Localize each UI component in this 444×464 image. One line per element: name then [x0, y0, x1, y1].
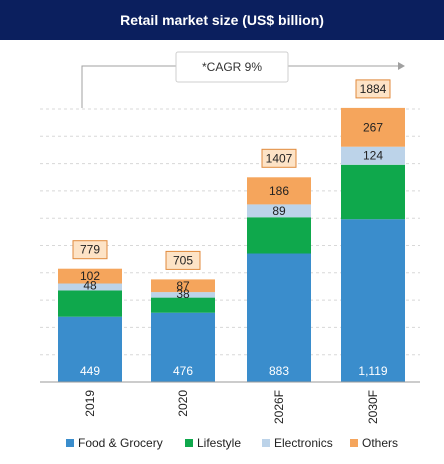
- bar-segment-electronics-2026f: [247, 204, 311, 218]
- data-label-electronics-2030f: 124: [363, 149, 383, 163]
- cagr-annotation: *CAGR 9%: [81, 51, 405, 108]
- legend-label-electronics: Electronics: [274, 436, 333, 450]
- data-label-electronics-2019: 48: [83, 279, 97, 293]
- data-label-others-2019: 102: [80, 269, 100, 283]
- chart-title: Retail market size (US$ billion): [0, 0, 444, 40]
- cagr-arrowhead: [398, 62, 405, 70]
- legend: Food & Grocery Lifestyle Electronics Others: [66, 436, 398, 450]
- data-label-food-grocery-2026f: 883: [269, 364, 289, 378]
- bar-segment-food-grocery-2020: [151, 312, 215, 382]
- data-label-electronics-2020: 38: [176, 287, 190, 301]
- bar-segment-electronics-2020: [151, 292, 215, 298]
- total-box-2019: [72, 240, 108, 260]
- x-tick-label-2020: 2020: [176, 390, 190, 417]
- bar-segment-lifestyle-2026f: [247, 217, 311, 254]
- data-label-electronics-2026f: 89: [272, 204, 286, 218]
- cagr-box: [175, 51, 289, 83]
- total-box-2026f: [261, 148, 297, 168]
- bar-segment-electronics-2019: [58, 283, 122, 291]
- total-label-2026f: 1407: [266, 151, 293, 165]
- legend-label-lifestyle: Lifestyle: [197, 436, 241, 450]
- bar-segment-lifestyle-2019: [58, 290, 122, 317]
- data-label-others-2020: 87: [176, 279, 190, 293]
- legend-label-others: Others: [362, 436, 398, 450]
- bar-segment-others-2020: [151, 279, 215, 293]
- total-label-2020: 705: [173, 253, 193, 267]
- legend-swatch-electronics: [262, 439, 270, 447]
- legend-swatch-food-grocery: [66, 439, 74, 447]
- legend-swatch-others: [350, 439, 358, 447]
- total-label-2019: 779: [80, 243, 100, 257]
- bar-segment-food-grocery-2030f: [341, 219, 405, 382]
- data-label-food-grocery-2030f: 1,119: [358, 364, 387, 378]
- bar-segment-electronics-2030f: [341, 146, 405, 165]
- total-box-2020: [165, 250, 201, 270]
- x-axis: 2019 2020 2026F 2030F: [40, 381, 420, 424]
- data-label-food-grocery-2019: 449: [80, 364, 100, 378]
- bar-segment-lifestyle-2030f: [341, 164, 405, 220]
- x-tick-label-2030f: 2030F: [366, 390, 380, 424]
- total-label-2030f: 1884: [360, 82, 387, 96]
- x-tick-label-2019: 2019: [83, 390, 97, 417]
- bar-segment-others-2019: [58, 268, 122, 284]
- cagr-arrow-line: [81, 65, 176, 108]
- total-box-2030f: [355, 79, 391, 99]
- legend-swatch-lifestyle: [185, 439, 193, 447]
- data-label-others-2030f: 267: [363, 120, 383, 134]
- cagr-label: *CAGR 9%: [202, 60, 262, 74]
- data-label-food-grocery-2020: 476: [173, 364, 193, 378]
- bar-segment-lifestyle-2020: [151, 297, 215, 313]
- bar-segment-food-grocery-2019: [58, 316, 122, 382]
- x-tick-label-2026f: 2026F: [272, 390, 286, 424]
- bar-segment-others-2030f: [341, 107, 405, 147]
- bar-segment-food-grocery-2026f: [247, 253, 311, 382]
- legend-label-food-grocery: Food & Grocery: [78, 436, 163, 450]
- data-label-others-2026f: 186: [269, 184, 289, 198]
- bar-segment-others-2026f: [247, 177, 311, 205]
